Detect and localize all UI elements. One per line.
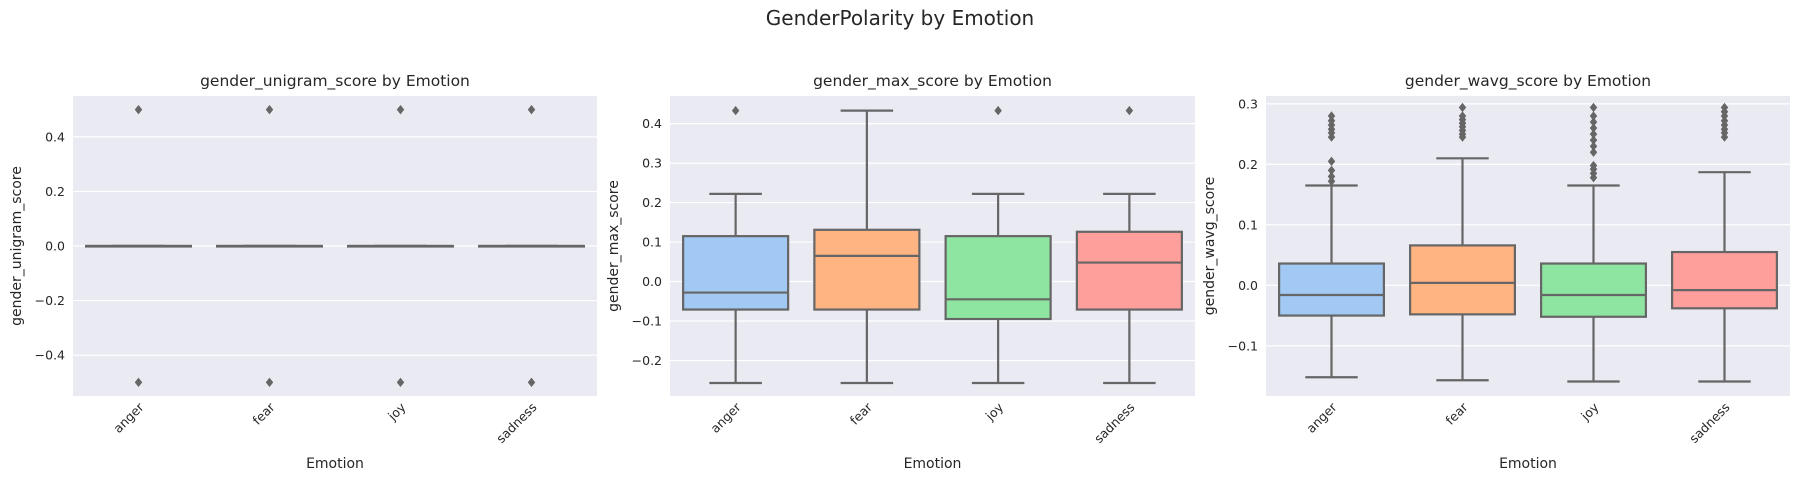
box-iqr [1670, 250, 1778, 310]
y-tick-label: 0.4 [642, 116, 662, 131]
outlier-point [1589, 102, 1598, 113]
y-tick-label: −0.1 [1228, 338, 1258, 353]
outlier-point [1589, 111, 1598, 121]
y-tick-label: 0.0 [1238, 278, 1258, 293]
x-tick-label: anger [707, 399, 744, 436]
y-tick-label: 0.2 [642, 195, 662, 210]
chart-title: gender_wavg_score by Emotion [1405, 72, 1651, 91]
outlier-point [1327, 111, 1336, 121]
box-fear [813, 109, 921, 385]
y-tick-label: 0.2 [1238, 157, 1258, 172]
box-joy [1539, 102, 1647, 383]
y-axis-label: gender_wavg_score [1202, 177, 1218, 315]
outlier-point [1125, 105, 1134, 116]
outlier-point [265, 104, 274, 115]
box-sadness [1670, 102, 1778, 383]
outlier-point [134, 377, 143, 388]
x-tick-label: fear [249, 399, 278, 428]
outlier-point [1589, 129, 1598, 139]
x-axis-label: Emotion [306, 456, 364, 472]
outlier-point [1589, 123, 1598, 133]
y-tick-label: −0.2 [632, 353, 662, 368]
box-iqr [682, 235, 790, 311]
outlier-point [1720, 102, 1729, 113]
y-tick-label: 0.0 [45, 239, 65, 254]
y-tick-label: −0.1 [632, 314, 662, 329]
outlier-point [1327, 171, 1336, 182]
box-anger [1277, 111, 1385, 379]
box-fear [216, 104, 324, 388]
chart-title: gender_max_score by Emotion [813, 72, 1052, 91]
x-tick-label: fear [1442, 399, 1471, 428]
outlier-point [396, 377, 405, 388]
x-tick-label: sadness [1686, 400, 1732, 446]
y-tick-label: 0.1 [1238, 217, 1258, 232]
y-tick-label: 0.3 [642, 156, 662, 171]
outlier-point [731, 105, 740, 116]
outlier-point [1589, 147, 1598, 157]
y-axis-label: gender_unigram_score [9, 166, 25, 326]
y-tick-label: −0.2 [35, 293, 65, 308]
x-tick-label: sadness [1091, 400, 1137, 446]
x-tick-label: joy [1577, 399, 1602, 424]
box-fear [1408, 102, 1516, 382]
box-iqr [1408, 244, 1516, 316]
outlier-point [265, 377, 274, 388]
y-tick-label: 0.2 [45, 184, 65, 199]
outlier-point [1458, 111, 1467, 121]
outlier-point [1458, 102, 1467, 113]
box-anger [682, 105, 790, 385]
box-sadness [1075, 105, 1183, 385]
y-tick-label: 0.0 [642, 274, 662, 289]
outlier-point [1720, 116, 1729, 126]
y-tick-label: 0.1 [642, 235, 662, 250]
y-axis-label: gender_max_score [606, 180, 622, 312]
x-tick-label: anger [1303, 399, 1340, 436]
x-axis-label: Emotion [1499, 456, 1557, 472]
y-tick-label: 0.3 [1238, 96, 1258, 111]
outlier-point [1589, 117, 1598, 127]
outlier-point [1589, 160, 1598, 171]
outlier-point [1327, 176, 1336, 186]
outlier-point [1589, 141, 1598, 151]
box-anger [84, 104, 193, 388]
box-joy [944, 105, 1052, 385]
box-sadness [478, 104, 586, 388]
outlier-point [1327, 156, 1336, 167]
outlier-point [396, 104, 405, 115]
outlier-point [1327, 116, 1336, 126]
outlier-point [134, 104, 143, 115]
x-tick-label: joy [384, 399, 409, 424]
box-iqr [1277, 262, 1385, 317]
outlier-point [527, 377, 536, 388]
outlier-point [527, 104, 536, 115]
box-iqr [1539, 262, 1647, 318]
outlier-point [1327, 165, 1336, 176]
box-iqr [944, 235, 1052, 321]
x-tick-label: anger [110, 399, 147, 436]
chart-title: gender_unigram_score by Emotion [200, 72, 470, 91]
outlier-point [994, 105, 1002, 116]
y-tick-label: 0.4 [45, 129, 65, 144]
figure-title: GenderPolarity by Emotion [766, 6, 1034, 30]
y-tick-label: −0.4 [35, 348, 65, 363]
box-joy [347, 104, 455, 388]
chart-panel-2: −0.2 −0.1 0.0 0.1 0.2 0.3 0.4 gender_max_score … [606, 72, 1195, 472]
box-iqr [1075, 230, 1183, 311]
outlier-point [1589, 135, 1598, 145]
chart-panel-1: −0.4 −0.2 0.0 0.2 0.4 gender_unigram_score by… [9, 72, 597, 472]
x-tick-label: fear [847, 399, 876, 428]
chart-panel-3: −0.1 0.0 0.1 0.2 0.3 gender_wavg_score by Emo… [1202, 72, 1790, 472]
x-tick-label: sadness [493, 400, 539, 446]
x-tick-label: joy [982, 399, 1007, 424]
box-iqr [813, 228, 921, 311]
plot-area [1266, 96, 1790, 396]
x-axis-label: Emotion [904, 456, 962, 472]
